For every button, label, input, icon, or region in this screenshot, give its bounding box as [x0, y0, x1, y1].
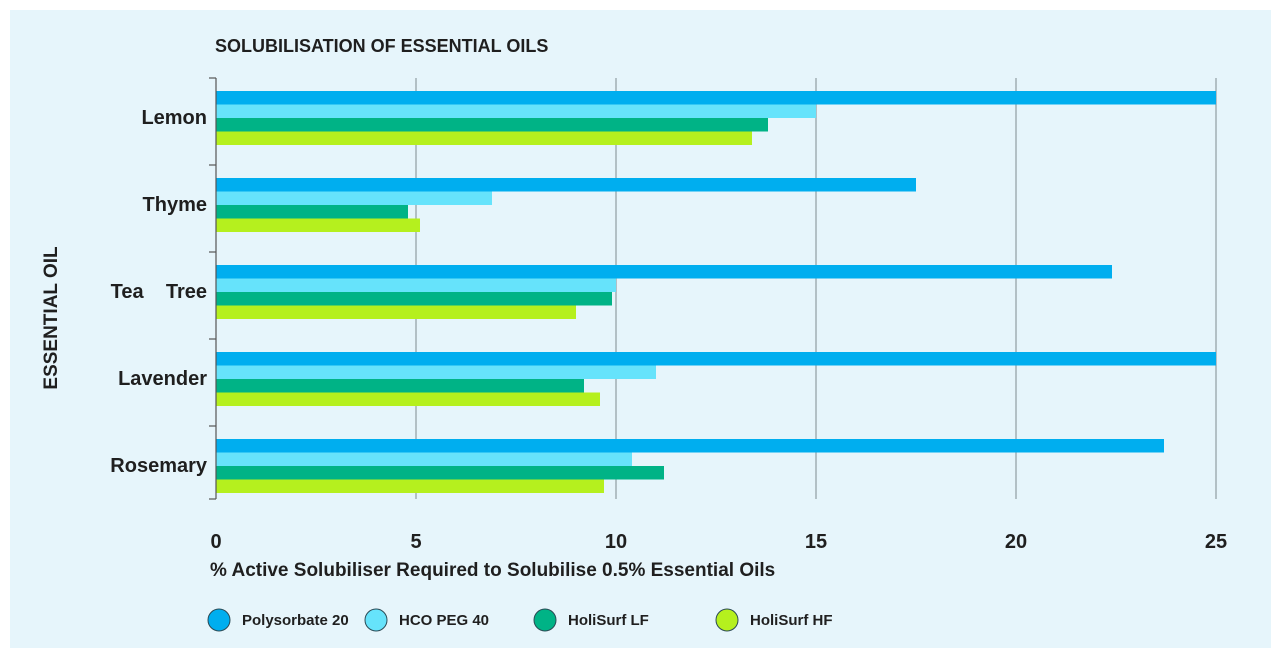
legend-marker: [207, 608, 231, 632]
category-label: Lemon: [141, 107, 207, 129]
bar: [216, 352, 1216, 366]
bar: [216, 191, 492, 205]
bar: [216, 131, 752, 145]
bar: [216, 479, 604, 493]
x-tick-label: 10: [605, 531, 627, 553]
gridlines: [415, 78, 1217, 499]
bar: [216, 466, 664, 480]
x-tick-label: 20: [1005, 531, 1027, 553]
bar: [216, 278, 616, 292]
chart: 0 5 10 15 20 25 Lemon Thyme Tea Tree Lavender Rose…: [41, 36, 1227, 632]
bar: [216, 379, 584, 393]
bar: [216, 91, 1216, 105]
x-tick-label: 15: [805, 531, 827, 553]
bars: [216, 91, 1216, 493]
category-label: Rosemary: [110, 455, 208, 477]
bar: [216, 205, 408, 219]
x-tick-label: 5: [410, 531, 421, 553]
category-label: Tea Tree: [111, 281, 207, 303]
axes: 0 5 10 15 20 25 Lemon Thyme Tea Tree Lavender Rose…: [110, 77, 1227, 553]
x-axis-title: % Active Solubiliser Required to Solubil…: [210, 560, 775, 581]
bar: [216, 104, 816, 118]
category-label: Lavender: [118, 368, 207, 390]
legend-marker: [364, 608, 388, 632]
legend-label: Polysorbate 20: [242, 612, 349, 629]
chart-panel: 0 5 10 15 20 25 Lemon Thyme Tea Tree Lavender Rose…: [10, 10, 1271, 648]
bar: [216, 292, 612, 306]
bar: [216, 118, 768, 132]
bar: [216, 365, 656, 379]
legend-marker: [715, 608, 739, 632]
legend-label: HCO PEG 40: [399, 612, 489, 629]
legend-label: HoliSurf LF: [568, 612, 649, 629]
bar: [216, 265, 1112, 279]
legend: Polysorbate 20 HCO PEG 40 HoliSurf LF HoliS…: [207, 608, 833, 632]
legend-label: HoliSurf HF: [750, 612, 833, 629]
bar: [216, 178, 916, 192]
chart-title: SOLUBILISATION OF ESSENTIAL OILS: [215, 36, 548, 56]
x-tick-label: 25: [1205, 531, 1227, 553]
bar: [216, 305, 576, 319]
bar: [216, 439, 1164, 453]
x-tick-label: 0: [210, 531, 221, 553]
bar: [216, 392, 600, 406]
legend-marker: [533, 608, 557, 632]
category-label: Thyme: [143, 194, 207, 216]
bar: [216, 452, 632, 466]
y-axis-title: ESSENTIAL OIL: [41, 246, 62, 390]
bar: [216, 218, 420, 232]
